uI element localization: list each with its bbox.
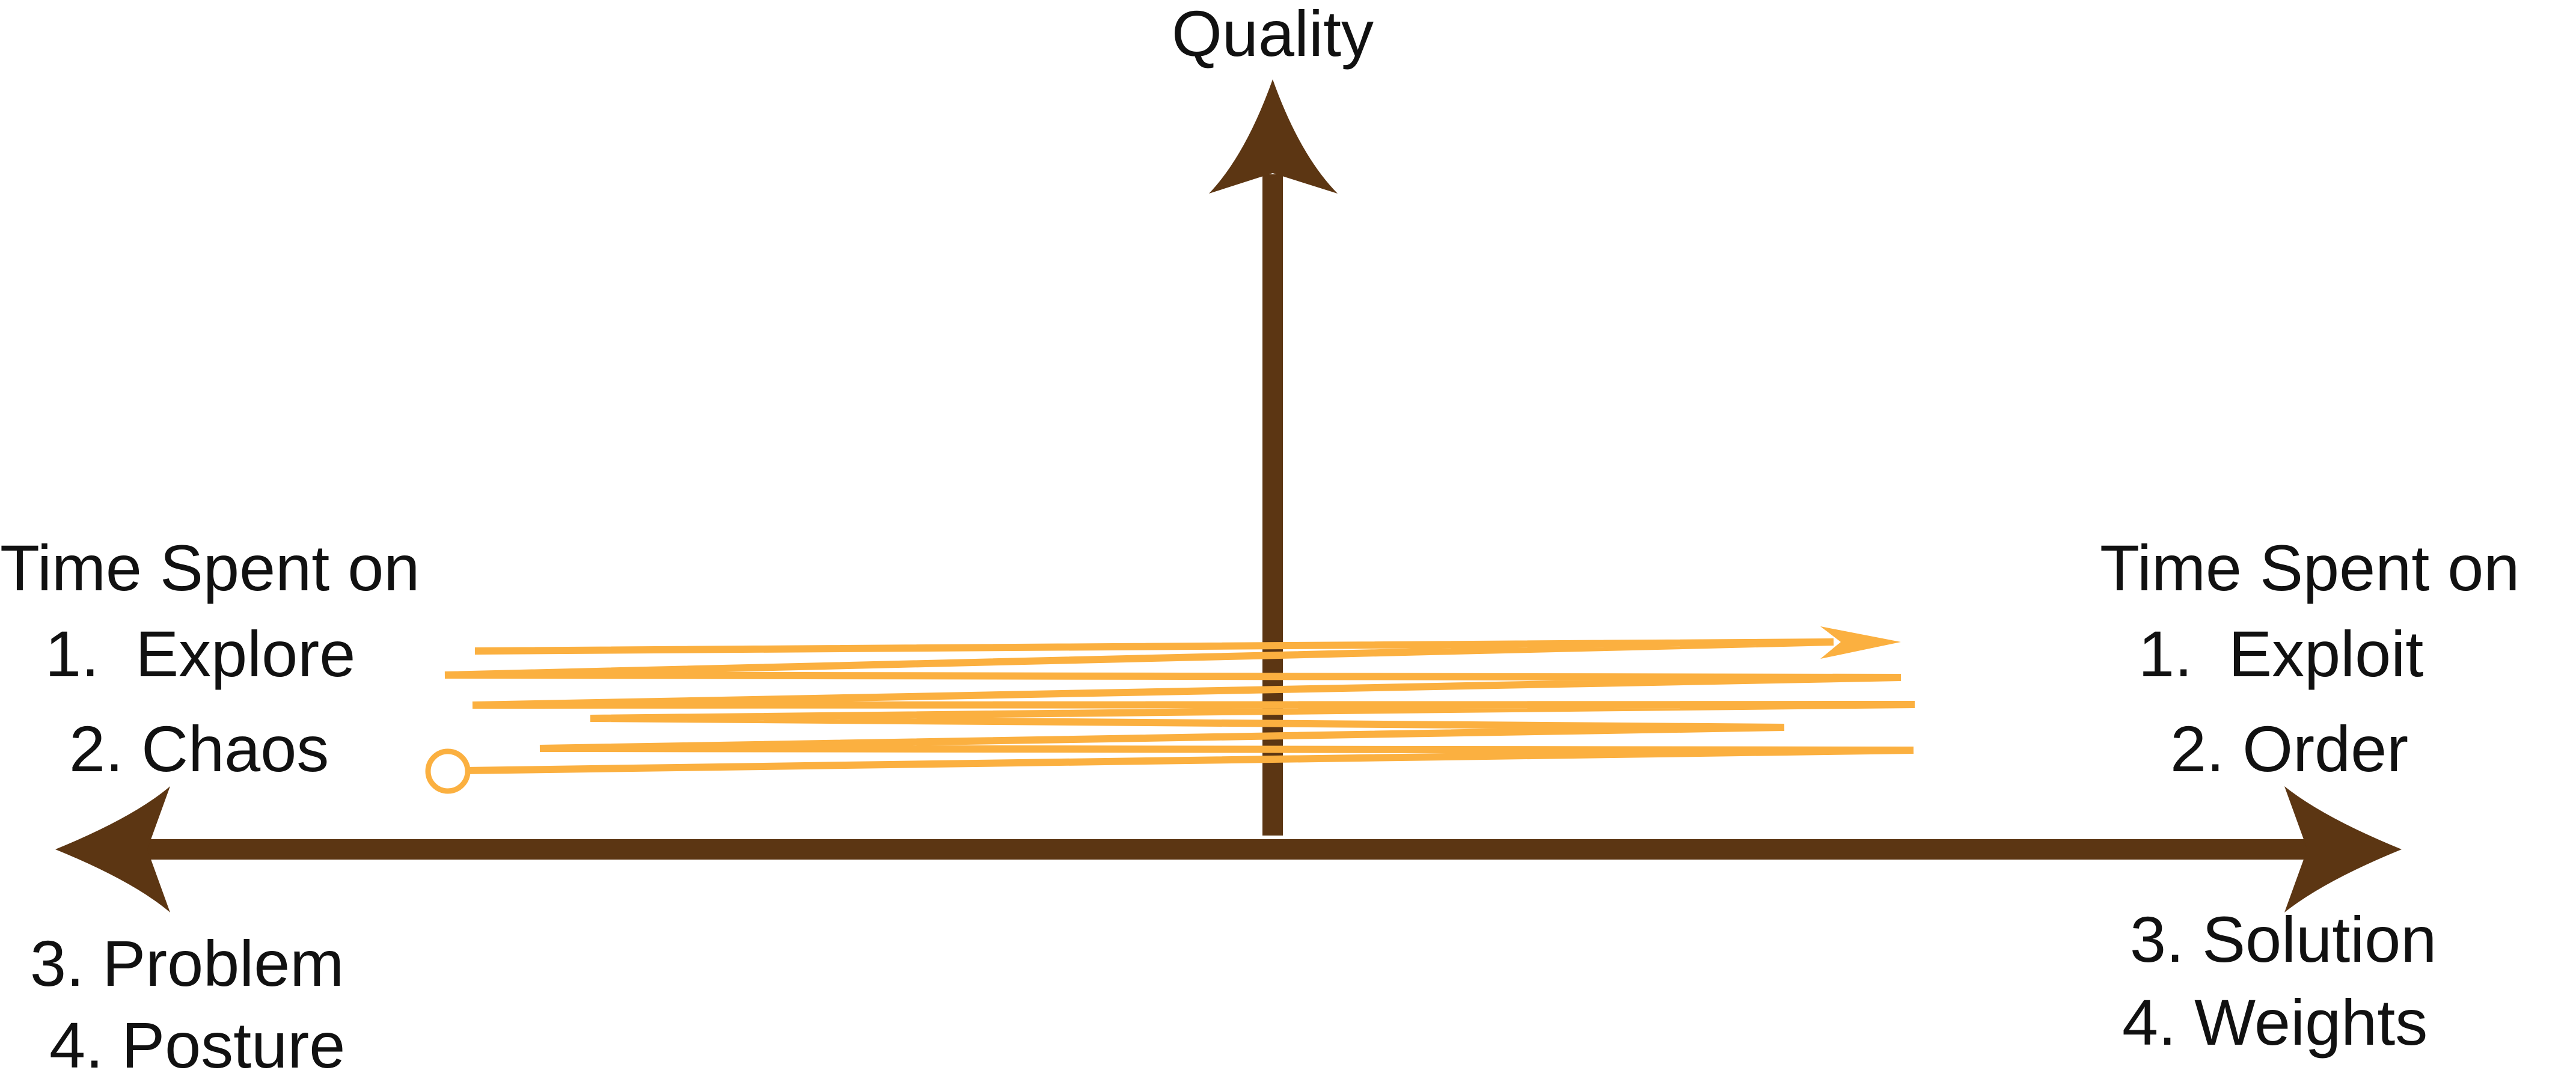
right-heading: Time Spent on [2100,531,2519,604]
right-item-exploit: 1. Exploit [2138,617,2423,690]
right-below-weights: 4. Weights [2122,986,2428,1059]
right-item-order: 2. Order [2170,712,2408,785]
left-item-explore: 1. Explore [45,617,355,690]
path-start-marker [425,748,471,794]
left-item-chaos: 2. Chaos [69,712,329,785]
horizontal-axis-left-arrowhead [55,786,170,912]
vertical-axis-arrowhead [1209,79,1338,194]
oscillating-path [444,638,1915,774]
left-below-posture: 4. Posture [49,1009,345,1081]
horizontal-axis-right-arrowhead [2284,786,2402,912]
y-axis-label: Quality [1172,0,1374,70]
right-below-solution: 3. Solution [2130,903,2437,976]
path-end-arrowhead [1820,626,1901,659]
left-heading: Time Spent on [0,531,420,604]
left-below-problem: 3. Problem [30,927,344,1000]
